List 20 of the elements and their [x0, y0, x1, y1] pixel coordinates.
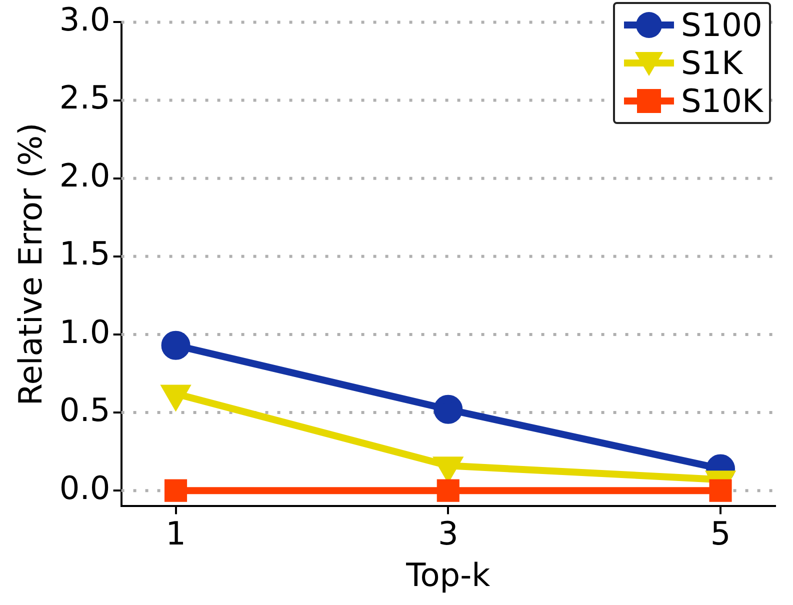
point [161, 330, 190, 360]
point [164, 479, 188, 502]
point [436, 479, 460, 502]
y-tick-label: 2.0 [59, 156, 110, 195]
point [709, 479, 732, 502]
y-axis-title: Relative Error (%) [12, 122, 50, 406]
x-tick-label: 5 [710, 514, 731, 553]
y-tick-label: 3.0 [59, 0, 110, 39]
legend-label: S10K [680, 82, 763, 120]
y-tick-label: 2.5 [59, 78, 110, 117]
y-tick-label: 1.0 [59, 312, 110, 351]
y-tick-label: 0.0 [59, 468, 110, 507]
point [434, 394, 463, 424]
x-tick-label: 1 [166, 514, 186, 553]
legend-label: S1K [680, 44, 743, 82]
legend-label: S100 [680, 6, 762, 44]
x-tick-label: 3 [438, 514, 458, 553]
x-axis-title: Top-k [405, 556, 491, 594]
y-tick-label: 0.5 [59, 390, 110, 429]
y-tick-label: 1.5 [59, 234, 110, 273]
